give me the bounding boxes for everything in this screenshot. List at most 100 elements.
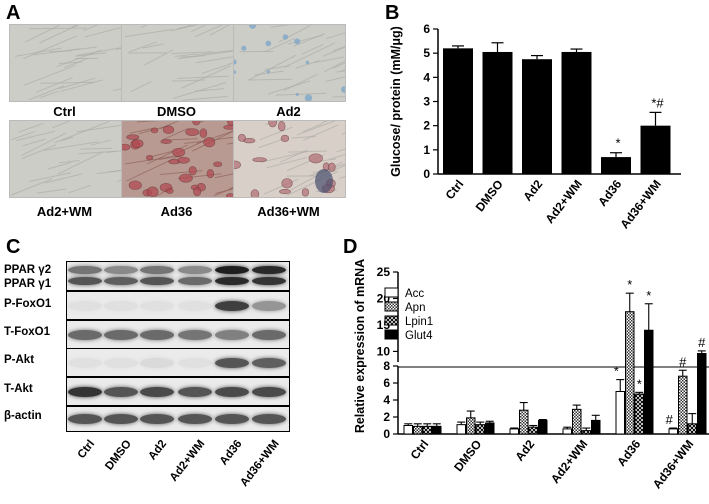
blot-label-p-akt: P-Akt: [4, 354, 35, 366]
blot-band: [215, 277, 249, 285]
lane-label-ad2: Ad2: [146, 438, 170, 463]
lane-label-ctrl: Ctrl: [75, 438, 98, 462]
y-tick-label-2: 2: [383, 410, 390, 424]
blot-band: [140, 300, 174, 311]
blot-band: [140, 266, 174, 274]
y-tick-label-4: 4: [423, 70, 430, 84]
blot-band: [140, 277, 174, 285]
blot-row-3: [66, 320, 290, 349]
blot-label-actin: β-actin: [4, 410, 42, 422]
blot-row-1: [66, 261, 290, 291]
bar-ad2-glut4: [538, 419, 548, 435]
micrograph-dmso: [121, 24, 234, 102]
micrograph-label-ad2: Ad2: [276, 104, 301, 119]
x-tick-label-ad36-wm: Ad36+WM: [617, 177, 664, 231]
micrograph-ad36: [121, 120, 234, 198]
blot-band: [252, 329, 286, 340]
bar-ctrl-glut4: [432, 425, 442, 435]
blot-band: [215, 414, 249, 424]
blot-band: [68, 414, 102, 424]
y-tick-label-0: 0: [423, 167, 430, 181]
blot-label-ppar-2: PPAR γ2: [4, 264, 52, 276]
blot-band: [68, 386, 102, 397]
blot-band: [215, 357, 249, 368]
x-tick-label-ad2-wm: Ad2+WM: [542, 177, 584, 226]
x-tick-label-ctrl: Ctrl: [408, 437, 432, 462]
blot-band: [252, 414, 286, 424]
bar-ad36-acc: [615, 391, 625, 435]
annotation-ad36-acc: *: [614, 364, 619, 379]
bar-ad36-wm: [640, 125, 671, 174]
blot-band: [178, 357, 212, 368]
blot-band: [215, 266, 249, 274]
bar-dmso-glut4: [485, 422, 495, 435]
blot-band: [68, 329, 102, 340]
micrograph-ad36-wm: [233, 120, 346, 198]
blot-band: [68, 277, 102, 285]
panel-letter-d: D: [343, 236, 358, 258]
panel-letter-a: A: [6, 2, 21, 24]
lane-label-dmso: DMSO: [102, 438, 134, 473]
micrograph-label-ctrl: Ctrl: [53, 104, 76, 119]
legend-label-lpin1: Lpin1: [405, 316, 433, 328]
blot-band: [104, 414, 138, 424]
y-axis-label: Glucose/ protein (mM/μg): [389, 26, 403, 177]
y-tick-label-10: 10: [377, 344, 391, 358]
blot-band: [104, 277, 138, 285]
blot-band: [104, 300, 138, 311]
blot-band: [178, 414, 212, 424]
bar-ad36-lpin1: [634, 393, 644, 435]
blot-band: [178, 386, 212, 397]
lane-label-ad36-wm: Ad36+WM: [237, 438, 282, 489]
x-tick-label-ad2-wm: Ad2+WM: [548, 437, 590, 486]
y-tick-label-2: 2: [423, 119, 430, 133]
x-tick-label-dmso: DMSO: [473, 177, 506, 214]
blot-band: [215, 300, 249, 311]
lane-label-ad36: Ad36: [217, 438, 245, 468]
micrograph-label-dmso: DMSO: [157, 104, 196, 119]
micrograph-ctrl: [9, 24, 122, 102]
y-tick-label-5: 5: [423, 46, 430, 60]
bar-dmso-acc: [456, 424, 466, 435]
blot-row-4: [66, 348, 290, 377]
micrograph-label-ad36: Ad36: [160, 204, 193, 219]
x-tick-label-dmso: DMSO: [451, 437, 484, 474]
x-tick-label-ctrl: Ctrl: [443, 177, 467, 202]
annotation-ad36: *: [615, 136, 620, 151]
blot-band: [178, 300, 212, 311]
annotation-ad36-wm-glut4: #: [698, 335, 706, 350]
bar-ad36-wm-apn: [678, 375, 688, 435]
annotation-ad36-glut4: *: [646, 288, 651, 303]
bar-ad36-wm-acc: [668, 428, 678, 435]
blot-band: [140, 357, 174, 368]
blot-band: [252, 277, 286, 285]
x-tick-label-ad2: Ad2: [520, 177, 545, 204]
y-tick-label-6: 6: [383, 376, 390, 390]
x-tick-label-ad36: Ad36: [614, 437, 643, 469]
blot-band: [68, 357, 102, 368]
bar-dmso-apn: [466, 417, 476, 435]
legend-label-apn: Apn: [405, 302, 425, 314]
bar-ctrl: [443, 48, 473, 174]
blot-band: [215, 386, 249, 397]
y-tick-label-25: 25: [377, 265, 391, 279]
bar-ctrl-lpin1: [422, 425, 432, 435]
blot-label-p-foxo1: P-FoxO1: [4, 298, 52, 310]
bar-ad36-apn: [625, 311, 635, 435]
y-tick-label-0: 0: [383, 427, 390, 441]
bar-ad2-wm-acc: [562, 428, 572, 435]
legend-swatch-lpin1: [384, 315, 399, 326]
blot-label-t-akt: T-Akt: [4, 383, 33, 395]
blot-band: [252, 357, 286, 368]
lane-label-ad2-wm: Ad2+WM: [167, 438, 208, 484]
y-tick-label-4: 4: [383, 393, 390, 407]
legend-label-acc: Acc: [405, 288, 424, 300]
bar-ad2-wm: [561, 51, 592, 175]
y-tick-label-1: 1: [423, 143, 430, 157]
annotation-ad36-wm: *#: [651, 95, 664, 110]
bar-dmso-lpin1: [475, 424, 485, 435]
bar-ad36-glut4: [644, 329, 654, 435]
legend-swatch-glut4: [384, 329, 399, 340]
panel-letter-c: C: [6, 236, 21, 258]
